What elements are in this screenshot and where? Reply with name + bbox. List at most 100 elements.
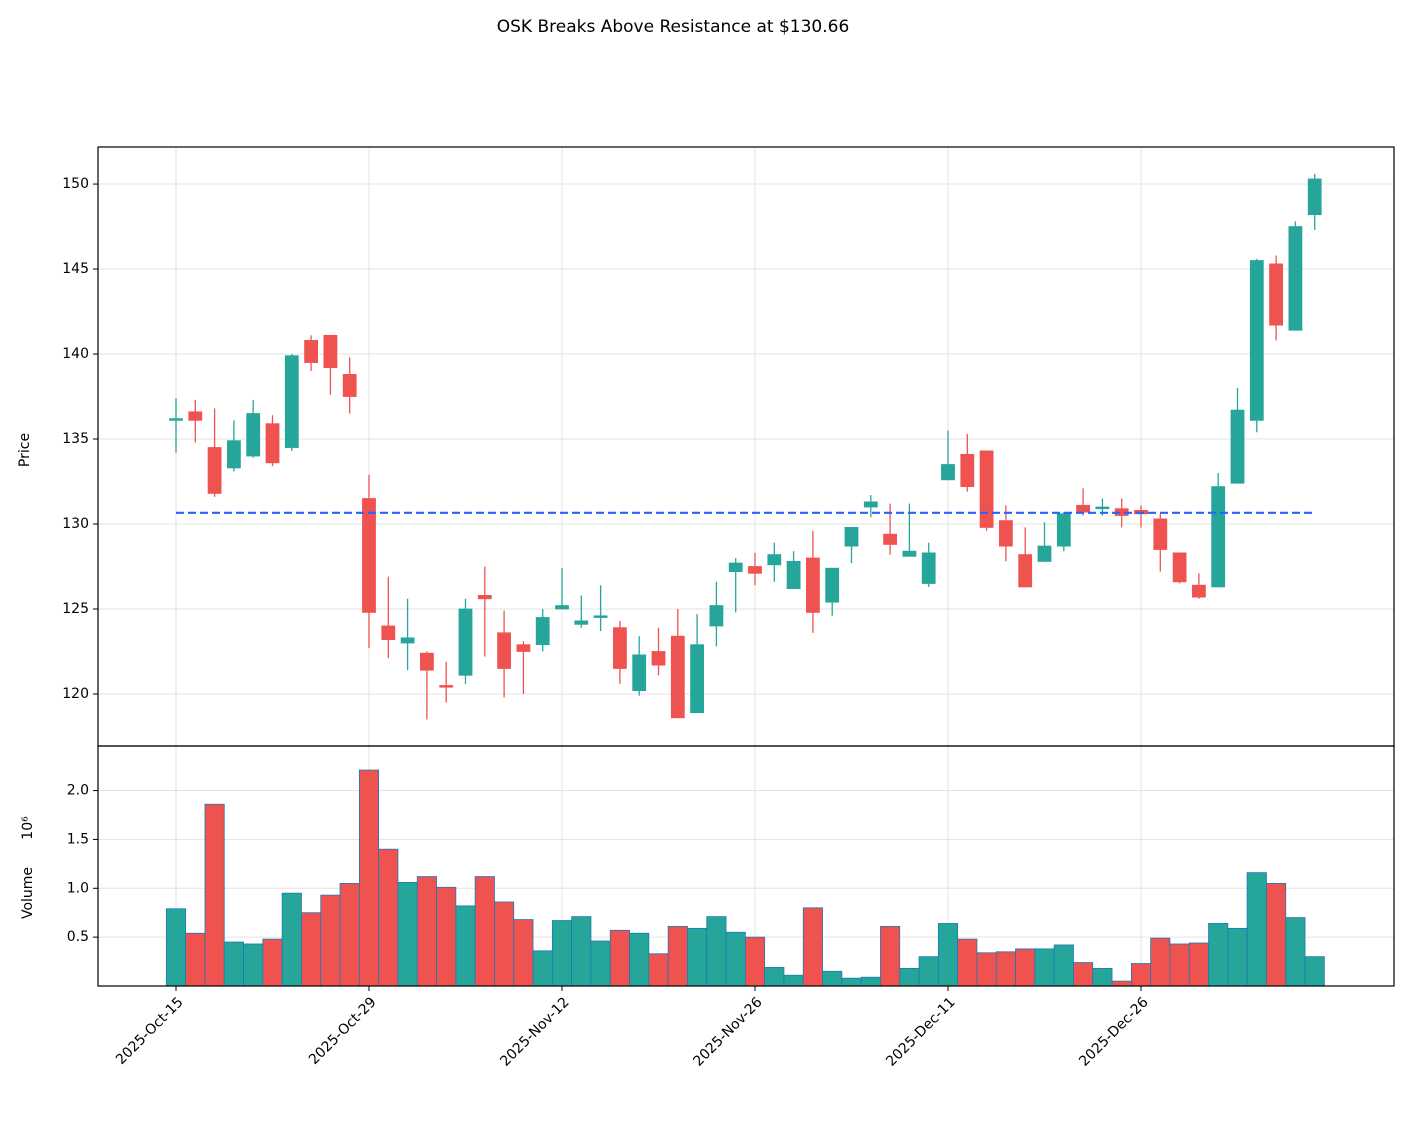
volume-panel-frame [97,745,1395,987]
candle-body [748,566,762,574]
candle-body [1230,409,1245,484]
volume-bar [1015,948,1036,987]
volume-bar [1208,923,1229,987]
candle-body [902,550,917,557]
volume-bar [687,927,708,987]
candle-body [921,552,936,584]
volume-bar [609,929,630,987]
candle-body [709,605,724,627]
x-tick-label: 2025-Dec-11 [883,994,958,1069]
volume-bar [1169,943,1190,987]
candle-body [400,637,415,644]
volume-bar [1150,937,1171,987]
candle-body [477,595,492,600]
volume-bar [937,923,959,987]
volume-bar [648,953,669,987]
volume-bar [802,907,823,987]
y-tick-label: 0.5 [67,929,89,945]
candle-body [960,453,975,488]
volume-bar [976,952,997,987]
x-tick-label: 2025-Dec-26 [1076,994,1151,1069]
candle-body [786,561,801,590]
volume-bar [629,932,650,987]
volume-bar [1304,956,1325,987]
volume-bar [1053,944,1074,987]
volume-bar [1130,963,1152,987]
volume-bar [301,912,322,987]
y-tick-label: 120 [62,686,89,702]
candle-body [458,608,473,676]
volume-bar [783,974,804,987]
volume-bar [1188,942,1209,987]
y-tick-label: 145 [62,261,89,277]
candle-body [1037,545,1052,562]
volume-bar [841,977,862,987]
volume-bar [571,916,592,987]
volume-bar [204,803,225,987]
candle-body [342,374,357,397]
candle-body [1288,226,1303,331]
candle-body [632,654,647,691]
candle-body [1153,518,1168,550]
volume-bar [378,848,399,987]
volume-bar [1034,948,1055,987]
volume-bar [223,941,244,987]
x-tick-label: 2025-Oct-29 [306,994,380,1068]
candle-body [516,644,531,652]
candle-body [844,527,859,547]
x-tick-label: 2025-Oct-15 [113,994,187,1068]
candle-body [419,652,434,671]
candle-body [1192,584,1206,598]
y-tick-label: 1.5 [67,831,89,847]
volume-bar [455,905,476,987]
candle-body [883,533,897,545]
volume-bar [513,919,534,987]
candle-body [207,447,222,494]
volume-bar [339,882,360,987]
volume-bar [358,769,380,987]
candle-body [169,418,183,421]
volume-axis-label: Volume [20,867,36,919]
x-tick-label: 2025-Nov-12 [497,994,572,1069]
candle-body [1095,506,1110,510]
candle-body [979,450,994,528]
volume-bar [532,950,553,987]
price-axis-label: Price [17,433,33,467]
candle-body [1172,552,1187,583]
y-tick-label: 125 [62,601,89,617]
candle-body [767,554,782,566]
y-tick-label: 150 [62,176,89,192]
volume-bar [1246,872,1267,987]
candle-body [999,520,1013,547]
volume-bar [957,938,978,987]
candle-body [304,340,319,363]
volume-bar [1266,882,1287,987]
volume-bar [667,925,688,987]
volume-bar [1285,917,1306,987]
candle-body [825,567,840,603]
volume-bar [1073,962,1094,987]
candle-body [651,651,666,666]
volume-bar [281,892,302,987]
candle-body [670,635,685,719]
candle-body [265,423,280,464]
volume-bar [551,920,573,987]
volume-bar [590,940,611,987]
volume-bar [918,956,939,987]
candle-body [863,501,878,508]
volume-bar [397,882,418,987]
candle-body [439,685,454,688]
volume-bar [416,876,437,987]
candle-body [1269,263,1283,326]
volume-bar [243,943,264,987]
candle-body [381,625,396,640]
candle-body [535,617,550,646]
candle-body [226,440,241,469]
volume-bar [725,931,746,987]
candle-body [1211,486,1226,588]
candle-body [613,627,627,669]
candle-body [188,411,203,421]
x-tick-label: 2025-Nov-26 [690,994,765,1069]
volume-bar [706,916,727,987]
